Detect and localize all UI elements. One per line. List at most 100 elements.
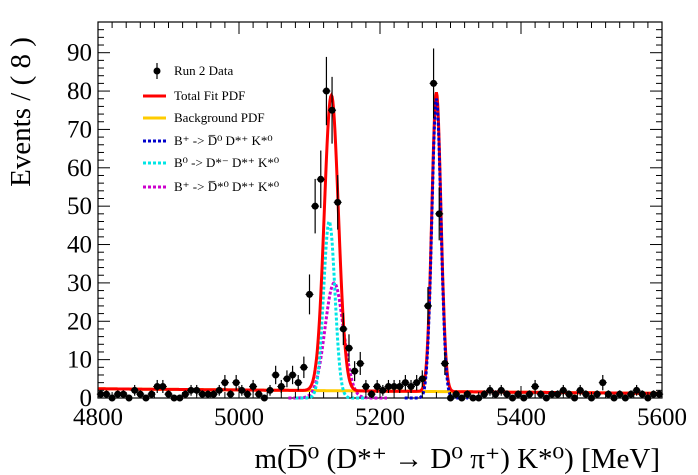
data-points [96,48,664,402]
plot-area-border [97,21,663,399]
data-marker [407,382,415,390]
data-marker [176,394,184,402]
data-point [102,390,111,398]
data-marker [97,390,105,398]
y-tick-label: 50 [67,193,92,220]
data-marker [373,382,381,390]
legend: Run 2 Data Total Fit PDF Background PDF … [143,63,279,194]
data-marker [272,371,280,379]
data-marker [379,386,387,394]
data-point [463,390,472,398]
y-tick-label: 10 [67,347,92,374]
data-marker [142,394,150,402]
data-marker [283,375,291,383]
data-marker [582,390,590,398]
data-marker [633,386,641,394]
data-point [570,394,579,402]
data-marker [294,379,302,387]
legend-item-comp1: B⁺ -> D̅⁰ D*⁺ K*⁰ [143,133,273,148]
data-marker [497,386,505,394]
data-marker [153,382,161,390]
data-point [215,384,224,396]
y-tick-label: 20 [67,308,92,335]
data-marker [559,386,567,394]
data-point [621,394,630,402]
data-marker [514,390,522,398]
data-point [418,370,427,388]
data-point [130,384,139,396]
data-marker [509,394,517,402]
data-point [203,390,212,398]
data-point [271,365,280,385]
data-point [593,390,602,398]
legend-label-data: Run 2 Data [174,63,233,78]
data-marker [548,390,556,398]
y-tick-label: 90 [67,40,92,67]
y-tick-label: 60 [67,155,92,182]
data-marker [148,390,156,398]
data-marker [322,87,330,95]
legend-label-total: Total Fit PDF [174,88,245,103]
data-marker [260,394,268,402]
data-point [395,379,404,394]
data-marker [571,394,579,402]
data-point [435,187,444,241]
data-marker [368,390,376,398]
x-axis-title: m(D̅⁰ (D*⁺ → D⁰ π⁺) K*⁰) [MeV] [254,443,660,475]
data-point [378,384,387,396]
data-marker [435,210,443,218]
data-marker [537,390,545,398]
data-point [311,178,320,234]
y-tick-label: 70 [67,116,92,143]
data-point [626,390,635,398]
data-marker [243,390,251,398]
x-tick-label: 5600 [637,404,687,431]
data-point [632,384,641,396]
data-marker [351,367,359,375]
data-point [367,390,376,398]
data-point [125,394,134,402]
data-marker [542,394,550,402]
data-point [452,390,461,398]
data-marker [531,382,539,390]
data-point [333,175,342,230]
data-point [232,374,241,391]
data-marker [576,386,584,394]
data-marker [215,386,223,394]
data-marker [413,379,421,387]
data-point [282,370,291,388]
data-marker [119,390,127,398]
data-point [254,390,263,398]
data-point [209,390,218,398]
data-point [480,390,489,398]
data-marker [520,394,528,402]
data-marker [131,386,139,394]
data-marker [102,390,110,398]
data-point [316,150,325,209]
data-marker [125,394,133,402]
data-marker [604,390,612,398]
data-marker [424,302,432,310]
data-point [288,365,297,385]
data-point [638,390,647,398]
data-marker [204,390,212,398]
data-point [508,394,517,402]
data-marker [384,382,392,390]
legend-item-comp3: B⁺ -> D̅*⁰ D*⁺ K*⁰ [143,179,279,194]
data-marker [114,390,122,398]
data-point [119,390,128,398]
comp2-pdf-line [295,218,366,400]
data-marker [317,175,325,183]
data-marker [418,375,426,383]
data-point [158,379,167,394]
legend-label-comp2: B⁰ -> D*⁻ D*⁺ K*⁰ [174,155,279,170]
data-point [531,379,540,394]
data-marker [396,382,404,390]
data-marker [362,382,370,390]
data-marker [249,382,257,390]
data-marker [390,382,398,390]
data-point [277,379,286,394]
data-point [429,48,438,119]
data-marker [480,390,488,398]
